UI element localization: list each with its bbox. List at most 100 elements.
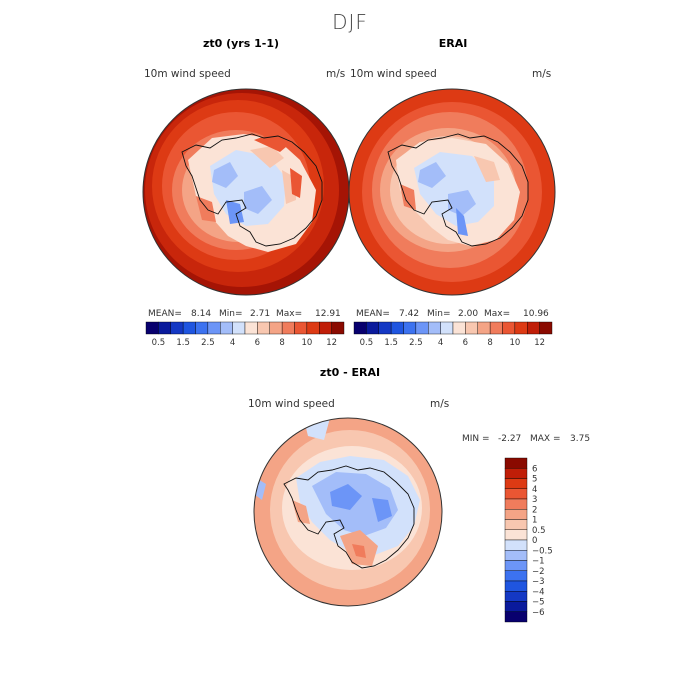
- panel1-mean-label: MEAN=: [148, 309, 182, 319]
- map3-border: [253, 417, 443, 607]
- colorbar2-swatch: [539, 321, 553, 335]
- colorbar3-swatch: [504, 488, 528, 500]
- panel1-variable: 10m wind speed: [144, 68, 231, 80]
- colorbar2-swatch: [477, 321, 491, 335]
- colorbar1-swatch: [244, 321, 258, 335]
- panel1-units: m/s: [326, 68, 346, 80]
- map2-border: [348, 88, 556, 296]
- colorbar1-swatch: [294, 321, 308, 335]
- colorbar2-tick-label: 4: [438, 338, 443, 348]
- panel1-min-value: 2.71: [250, 309, 271, 319]
- colorbar3-tick-label: −2: [532, 567, 545, 577]
- panel2-min-value: 2.00: [458, 309, 479, 319]
- panel1-title: zt0 (yrs 1-1): [202, 37, 280, 50]
- colorbar2-swatch: [452, 321, 466, 335]
- colorbar3-swatch: [504, 498, 528, 510]
- colorbar3-tick-label: 0: [532, 536, 537, 546]
- colorbar3-tick-label: −3: [532, 577, 545, 587]
- colorbar2-swatch: [353, 321, 367, 335]
- panel2-variable: 10m wind speed: [350, 68, 437, 80]
- colorbar3-swatch: [504, 529, 528, 541]
- colorbar1-tick-label: 6: [255, 338, 260, 348]
- colorbar1-swatch: [195, 321, 209, 335]
- colorbar3-swatch: [504, 457, 528, 469]
- colorbar1-swatch: [207, 321, 221, 335]
- colorbar2-swatch: [366, 321, 379, 335]
- colorbar2-tick-label: 8: [487, 338, 492, 348]
- colorbar3-tick-label: 5: [532, 475, 537, 485]
- colorbar1-tick-label: 2.5: [201, 338, 215, 348]
- colorbar1: 0.5 1.5 2.5 4 6 8 10 12: [145, 321, 345, 348]
- colorbar3-swatch: [504, 478, 528, 489]
- map2-field: [349, 89, 555, 295]
- colorbar1-swatch: [232, 321, 246, 335]
- panel2-units: m/s: [532, 68, 552, 80]
- panel1-mean-value: 8.14: [191, 309, 212, 319]
- colorbar3-tick-label: 4: [532, 485, 537, 495]
- colorbar1-swatch: [170, 321, 184, 335]
- colorbar2-tick-label: 6: [463, 338, 468, 348]
- colorbar3-swatch: [504, 468, 528, 479]
- colorbar1-swatch: [158, 321, 171, 335]
- colorbar1-swatch: [220, 321, 233, 335]
- panel3-min-value: -2.27: [498, 434, 522, 444]
- colorbar3-tick-label: 6: [532, 464, 537, 474]
- panel2-max-value: 10.96: [523, 309, 549, 319]
- colorbar3-swatch: [504, 580, 528, 592]
- colorbar1-tick-label: 8: [279, 338, 284, 348]
- colorbar1-swatch: [281, 321, 295, 335]
- colorbar2-swatch: [527, 321, 540, 335]
- map1-coastline: [181, 133, 323, 247]
- colorbar2-tick-label: 0.5: [360, 338, 374, 348]
- colorbar3-swatch: [504, 509, 528, 520]
- colorbar2-swatch: [403, 321, 417, 335]
- colorbar3-tick-label: −6: [532, 608, 545, 618]
- map3-coastline: [283, 465, 415, 569]
- colorbar2-swatch: [465, 321, 478, 335]
- colorbar3-tick-label: −1: [532, 557, 545, 567]
- panel1-max-value: 12.91: [315, 309, 341, 319]
- colorbar2-tick-label: 10: [509, 338, 520, 348]
- colorbar3-tick-label: 2: [532, 505, 537, 515]
- map1-field: [143, 89, 349, 295]
- panel3-min-label: MIN =: [462, 434, 490, 444]
- colorbar3-swatch: [504, 550, 528, 561]
- panel3-max-label: MAX =: [530, 434, 561, 444]
- panel3-title: zt0 - ERAI: [319, 366, 381, 379]
- colorbar2-swatch: [514, 321, 528, 335]
- colorbar1-tick-label: 12: [326, 338, 337, 348]
- colorbar3-tick-label: 0.5: [532, 526, 546, 536]
- panel2-mean-value: 7.42: [399, 309, 420, 319]
- panel3-units: m/s: [430, 398, 450, 410]
- colorbar3-swatch: [504, 601, 528, 612]
- panel3-variable: 10m wind speed: [248, 398, 335, 410]
- colorbar2-swatch: [502, 321, 516, 335]
- colorbar3-swatch: [504, 539, 528, 551]
- colorbar2-tick-label: 1.5: [384, 338, 398, 348]
- colorbar2-tick-label: 12: [534, 338, 545, 348]
- colorbar1-swatch: [269, 321, 283, 335]
- season-title: DJF: [332, 10, 368, 34]
- colorbar2-swatch: [428, 321, 441, 335]
- panel2-max-label: Max=: [484, 309, 511, 319]
- colorbar3-tick-label: 1: [532, 516, 537, 526]
- panel2-title: ERAI: [438, 37, 468, 50]
- colorbar1-tick-label: 1.5: [176, 338, 190, 348]
- colorbar3-tick-label: −0.5: [532, 546, 553, 556]
- colorbar2-swatch: [378, 321, 392, 335]
- colorbar1-swatch: [145, 321, 159, 335]
- colorbar1-swatch: [306, 321, 320, 335]
- colorbar3-swatch: [504, 560, 528, 571]
- colorbar3-tick-label: −5: [532, 598, 545, 608]
- colorbar3-swatch: [504, 611, 528, 623]
- colorbar1-swatch: [182, 321, 196, 335]
- colorbar2: 0.5 1.5 2.5 4 6 8 10 12: [353, 321, 553, 348]
- panel2-min-label: Min=: [427, 309, 451, 319]
- colorbar3-tick-label: −4: [532, 587, 545, 597]
- colorbar3-swatch: [504, 570, 528, 582]
- panel2-mean-label: MEAN=: [356, 309, 390, 319]
- colorbar1-swatch: [257, 321, 270, 335]
